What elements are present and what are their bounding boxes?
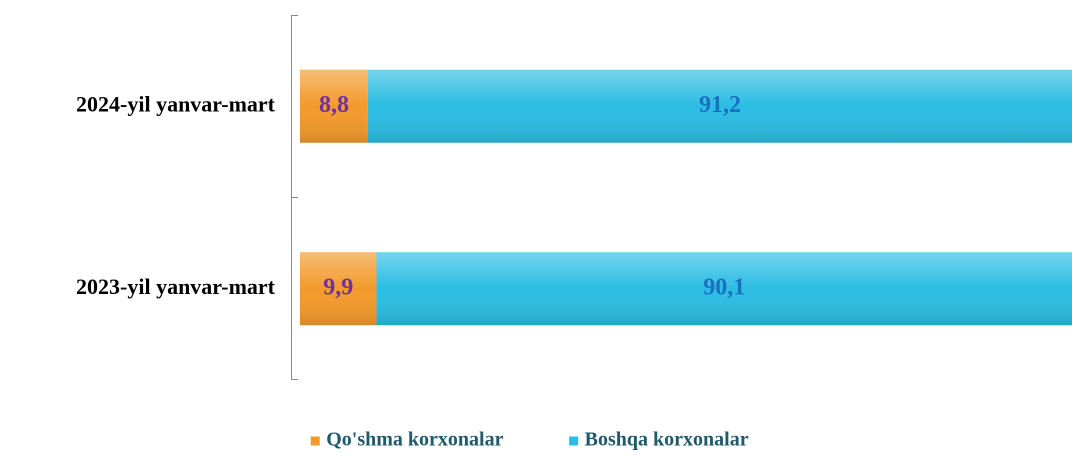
- data-label: 90,1: [703, 274, 745, 300]
- legend-label: Boshqa korxonalar: [585, 429, 749, 451]
- data-label: 9,9: [323, 274, 353, 300]
- y-tick-label: 2024-yil yanvar-mart: [76, 91, 276, 116]
- data-label: 91,2: [699, 92, 741, 118]
- bar-shine: [376, 252, 1072, 326]
- y-tick-label: 2023-yil yanvar-mart: [76, 274, 276, 299]
- category-axis: [291, 15, 298, 380]
- legend-swatch: [568, 435, 580, 447]
- legend-swatch: [309, 435, 321, 447]
- bar-shine: [300, 69, 368, 143]
- bar-shine: [367, 69, 1072, 143]
- data-label: 8,8: [319, 92, 349, 118]
- bar-shine: [300, 252, 377, 326]
- legend-label: Qo'shma korxonalar: [326, 429, 503, 451]
